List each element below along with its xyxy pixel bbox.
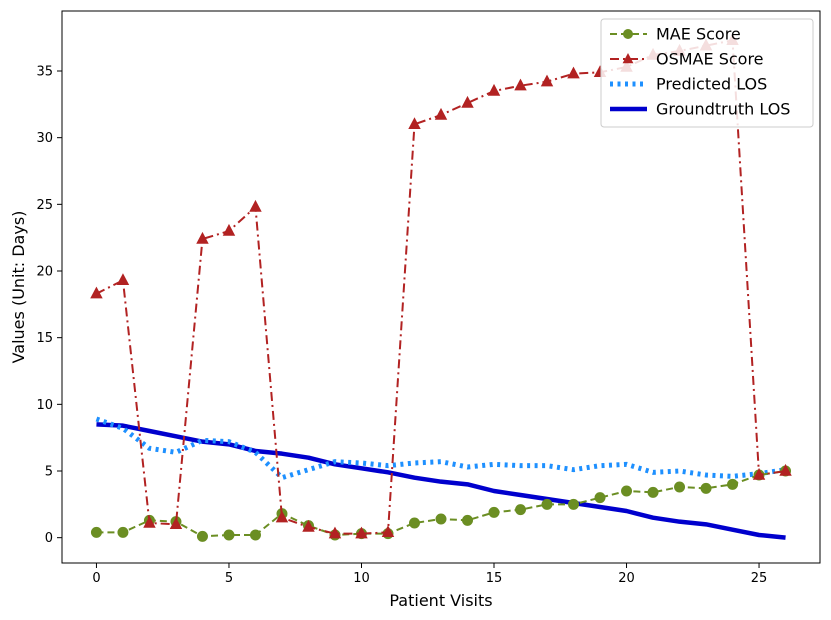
x-tick-label: 25 bbox=[751, 571, 768, 586]
mae-score-point bbox=[196, 530, 208, 542]
mae-score-point bbox=[515, 504, 527, 516]
legend: MAE Score OSMAE Score Predicted LOS Groundt… bbox=[600, 18, 814, 128]
y-tick-label: 30 bbox=[36, 131, 53, 146]
mae-score-point bbox=[117, 526, 129, 538]
x-tick-label: 10 bbox=[353, 571, 370, 586]
mae-score-point bbox=[249, 529, 261, 541]
osmae-score-point bbox=[381, 525, 395, 538]
groundtruth-los-series bbox=[96, 422, 786, 540]
mae-score-point bbox=[700, 482, 712, 494]
osmae-score-point bbox=[408, 117, 421, 130]
groundtruth-los-line bbox=[96, 422, 786, 540]
osmae-score-point bbox=[328, 526, 342, 539]
y-tick-label: 35 bbox=[36, 65, 53, 80]
osmae-score-point bbox=[540, 74, 554, 87]
series-layer bbox=[90, 33, 792, 542]
mae-score-point bbox=[408, 517, 420, 529]
mae-score-point bbox=[674, 481, 686, 493]
y-tick-label: 25 bbox=[36, 198, 53, 213]
mae-score-point bbox=[727, 478, 739, 490]
legend-osmae-score-marker bbox=[622, 53, 634, 64]
osmae-score-point bbox=[302, 519, 315, 532]
x-axis-label: Patient Visits bbox=[389, 591, 492, 610]
osmae-score-point bbox=[752, 467, 766, 480]
x-tick-label: 20 bbox=[618, 571, 635, 586]
y-tick-label: 5 bbox=[45, 465, 53, 480]
osmae-score-point bbox=[514, 78, 527, 91]
legend-osmae-score-label: OSMAE Score bbox=[656, 50, 764, 69]
y-axis-label: Values (Unit: Days) bbox=[9, 211, 28, 364]
osmae-score-point bbox=[434, 107, 448, 120]
legend-groundtruth-los-label: Groundtruth LOS bbox=[656, 100, 790, 119]
osmae-score-series bbox=[90, 33, 792, 539]
legend-box bbox=[600, 18, 814, 128]
legend-mae-score-marker bbox=[623, 29, 633, 39]
mae-score-point bbox=[594, 492, 606, 504]
mae-score-point bbox=[647, 486, 659, 498]
mae-score-point bbox=[223, 529, 235, 541]
mae-score-point bbox=[462, 514, 474, 526]
x-tick-label: 0 bbox=[92, 571, 100, 586]
osmae-score-point bbox=[355, 526, 368, 539]
mae-score-point bbox=[568, 498, 580, 510]
mae-score-point bbox=[435, 513, 447, 525]
mae-score-point bbox=[541, 498, 553, 510]
x-tick-label: 15 bbox=[486, 571, 503, 586]
mae-score-point bbox=[621, 485, 633, 497]
mae-score-point bbox=[90, 526, 102, 538]
y-tick-label: 10 bbox=[36, 398, 53, 413]
osmae-score-point bbox=[487, 83, 501, 96]
legend-predicted-los-label: Predicted LOS bbox=[656, 75, 767, 94]
plot-frame bbox=[61, 10, 821, 564]
y-tick-label: 0 bbox=[45, 531, 53, 546]
osmae-score-point bbox=[116, 273, 130, 286]
predicted-los-series bbox=[95, 416, 786, 481]
osmae-score-point bbox=[249, 199, 262, 212]
axes-layer: 0 5 10 15 20 25 0 5 10 15 20 25 30 35 bbox=[36, 65, 767, 587]
y-tick-label: 20 bbox=[36, 265, 53, 280]
osmae-score-point bbox=[567, 66, 580, 79]
y-tick-label: 15 bbox=[36, 331, 53, 346]
osmae-score-point bbox=[169, 517, 183, 530]
osmae-score-point bbox=[143, 515, 156, 528]
osmae-score-point bbox=[222, 223, 236, 236]
osmae-score-point bbox=[779, 463, 792, 476]
osmae-score-point bbox=[90, 286, 103, 299]
osmae-score-point bbox=[461, 95, 474, 108]
osmae-score-point bbox=[196, 231, 209, 244]
osmae-score-point bbox=[275, 510, 289, 523]
legend-mae-score-label: MAE Score bbox=[656, 25, 741, 44]
mae-score-point bbox=[488, 506, 500, 518]
predicted-los-line bbox=[95, 416, 786, 481]
x-tick-label: 5 bbox=[225, 571, 233, 586]
